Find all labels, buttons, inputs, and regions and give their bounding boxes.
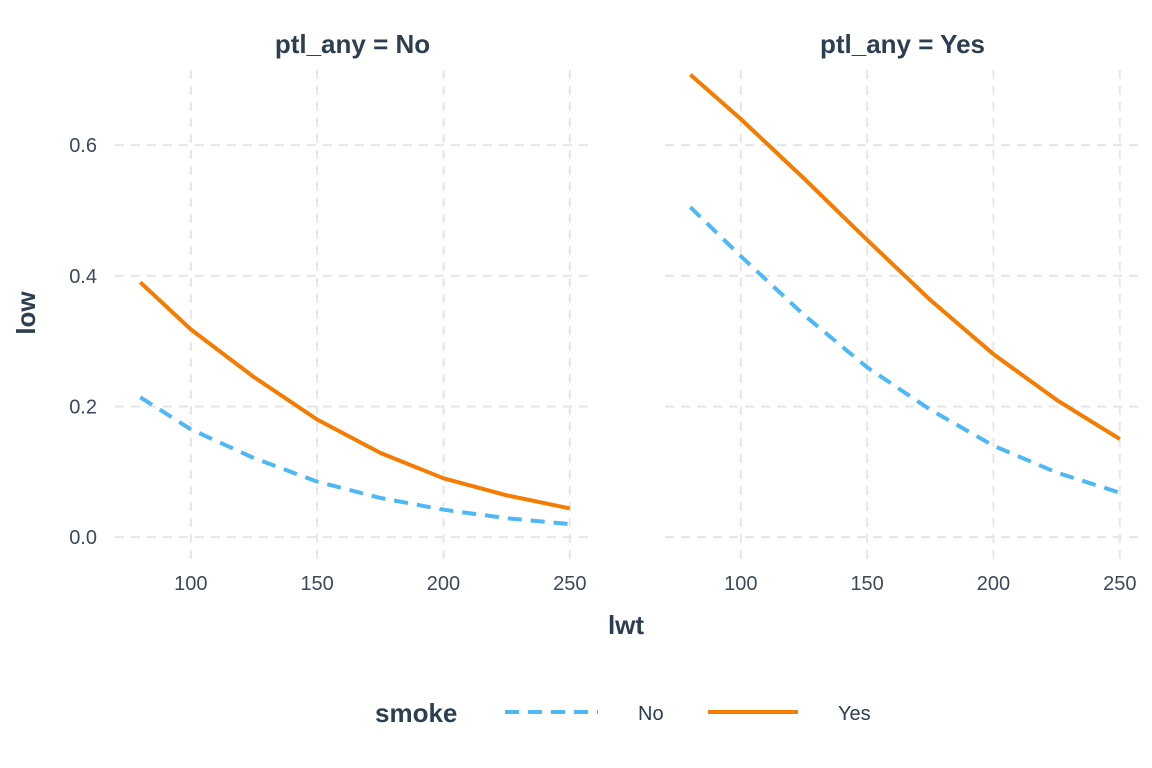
panel-1: ptl_any = No 100 150 200 250 0.0 0.2 0.4 0.6 — [69, 29, 590, 595]
series-line-no — [139, 395, 570, 527]
x-tick-label: 100 — [724, 573, 757, 595]
x-tick-label: 250 — [1103, 573, 1136, 595]
x-tick-label: 200 — [977, 573, 1010, 595]
legend: smoke No Yes — [375, 698, 871, 728]
panel-2: ptl_any = Yes 100 150 200 250 — [665, 29, 1140, 595]
x-tick-label: 150 — [850, 573, 883, 595]
series-line-no — [688, 205, 1121, 495]
x-tick-label: 150 — [300, 573, 333, 595]
legend-entries: No Yes — [505, 703, 871, 725]
y-axis-title: low — [11, 291, 41, 335]
x-tick-label: 200 — [427, 573, 460, 595]
gridlines — [115, 70, 590, 560]
series-line-yes — [688, 73, 1121, 441]
panel-title: ptl_any = No — [275, 29, 430, 59]
legend-label-yes: Yes — [838, 703, 871, 725]
y-tick-label: 0.2 — [69, 396, 97, 418]
y-tick-label: 0.6 — [69, 135, 97, 157]
panel-title: ptl_any = Yes — [820, 29, 985, 59]
y-tick-label: 0.0 — [69, 527, 97, 549]
y-tick-label: 0.4 — [69, 266, 97, 288]
x-axis-title: lwt — [608, 610, 644, 640]
x-tick-label: 250 — [553, 573, 586, 595]
legend-title: smoke — [375, 698, 457, 728]
x-tick-label: 100 — [174, 573, 207, 595]
legend-label-no: No — [638, 703, 664, 725]
gridlines — [665, 70, 1140, 560]
series-line-yes — [138, 280, 571, 511]
